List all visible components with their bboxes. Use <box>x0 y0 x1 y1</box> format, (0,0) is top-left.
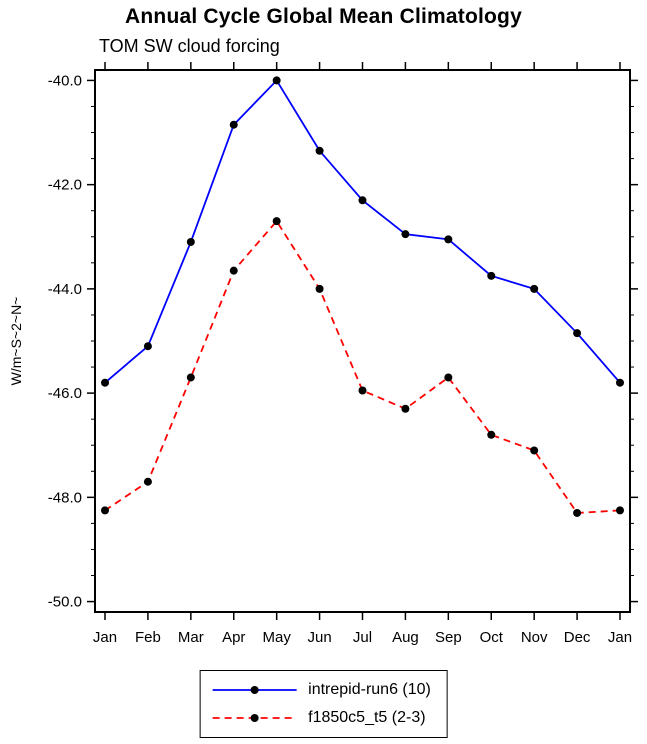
data-point-marker <box>315 284 324 293</box>
x-axis-ticks <box>104 62 621 620</box>
data-point-marker <box>573 508 582 517</box>
x-axis-tick-labels: Jan Feb Mar Apr May Jun Jul Aug Sep Oct Nov Dec Jan <box>93 629 632 646</box>
legend-marker <box>250 714 259 722</box>
data-point-marker <box>358 386 367 395</box>
series-line <box>104 78 621 384</box>
legend-label: intrepid-run6 (10) <box>308 681 431 698</box>
data-point-marker <box>315 146 324 155</box>
legend-marker <box>250 686 259 694</box>
data-point-marker <box>186 237 195 246</box>
data-point-marker <box>616 506 624 515</box>
y-tick-label: -48.0 <box>48 489 82 506</box>
series-line-sample-icon <box>212 714 297 722</box>
data-point-marker <box>101 378 109 387</box>
y-tick-label: -40.0 <box>48 72 82 89</box>
x-tick-label: Dec <box>564 629 591 646</box>
data-point-marker <box>229 120 238 129</box>
data-point-marker <box>487 430 496 439</box>
series-line-sample-icon <box>212 686 297 694</box>
data-point-marker <box>272 217 281 226</box>
y-tick-label: -50.0 <box>48 594 82 611</box>
data-point-marker <box>272 76 281 85</box>
x-tick-label: Sep <box>435 629 462 646</box>
data-point-marker <box>401 404 410 413</box>
x-tick-label: May <box>262 629 291 646</box>
data-point-marker <box>573 329 582 338</box>
y-tick-label: -44.0 <box>48 281 82 298</box>
data-point-marker <box>530 446 539 455</box>
legend-item: intrepid-run6 (10) <box>208 676 431 704</box>
series-0 <box>101 76 624 387</box>
x-tick-label: Jun <box>307 629 331 646</box>
plot-frame <box>94 69 631 613</box>
x-tick-label: Aug <box>392 629 419 646</box>
legend: intrepid-run6 (10) f1850c5_t5 (2-3) <box>199 670 448 738</box>
y-axis-ticks <box>87 79 638 603</box>
x-tick-label: Jul <box>353 629 372 646</box>
data-point-marker <box>186 373 195 382</box>
legend-label: f1850c5_t5 (2-3) <box>308 709 426 726</box>
data-point-marker <box>101 506 109 515</box>
series-1 <box>101 217 624 517</box>
data-point-marker <box>358 196 367 205</box>
x-tick-label: Oct <box>480 629 504 646</box>
data-point-marker <box>143 477 152 486</box>
chart-title: Annual Cycle Global Mean Climatology <box>125 5 522 28</box>
data-point-marker <box>444 373 453 382</box>
x-tick-label: Apr <box>222 629 245 646</box>
chart-subtitle: TOM SW cloud forcing <box>99 36 280 56</box>
y-tick-label: -42.0 <box>48 177 82 194</box>
data-point-marker <box>401 230 410 239</box>
x-tick-label: Nov <box>521 629 548 646</box>
data-point-marker <box>487 271 496 280</box>
data-point-marker <box>616 378 624 387</box>
data-point-marker <box>444 235 453 244</box>
x-tick-label: Jan <box>608 629 632 646</box>
x-tick-label: Feb <box>135 629 161 646</box>
legend-item: f1850c5_t5 (2-3) <box>208 704 431 732</box>
y-tick-label: -46.0 <box>48 385 82 402</box>
y-axis-minor-ticks <box>91 105 634 577</box>
data-point-marker <box>229 266 238 275</box>
data-point-marker <box>530 284 539 293</box>
x-tick-label: Jan <box>93 629 117 646</box>
x-tick-label: Mar <box>178 629 204 646</box>
y-axis-tick-labels: -40.0 -42.0 -44.0 -46.0 -48.0 -50.0 <box>48 72 82 610</box>
data-point-marker <box>143 342 152 351</box>
